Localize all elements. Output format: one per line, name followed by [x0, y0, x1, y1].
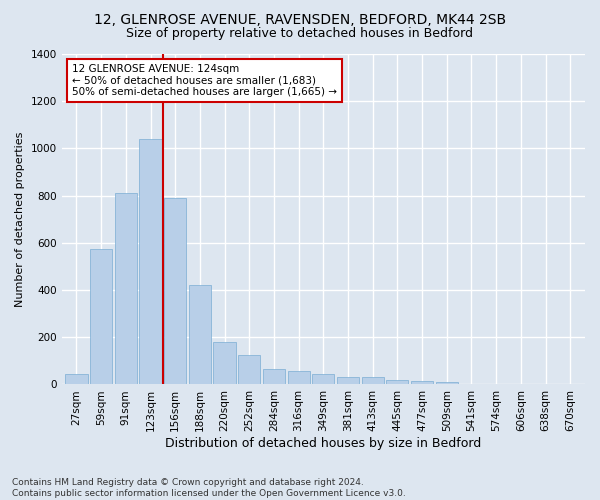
Text: 12 GLENROSE AVENUE: 124sqm
← 50% of detached houses are smaller (1,683)
50% of s: 12 GLENROSE AVENUE: 124sqm ← 50% of deta…: [72, 64, 337, 97]
Bar: [164, 198, 187, 384]
Bar: [386, 380, 409, 384]
Bar: [90, 248, 112, 384]
Y-axis label: Number of detached properties: Number of detached properties: [15, 132, 25, 307]
Bar: [139, 139, 161, 384]
Bar: [214, 342, 236, 384]
Bar: [362, 378, 384, 384]
Bar: [436, 382, 458, 384]
Bar: [411, 381, 433, 384]
Text: 12, GLENROSE AVENUE, RAVENSDEN, BEDFORD, MK44 2SB: 12, GLENROSE AVENUE, RAVENSDEN, BEDFORD,…: [94, 12, 506, 26]
Bar: [263, 369, 285, 384]
X-axis label: Distribution of detached houses by size in Bedford: Distribution of detached houses by size …: [165, 437, 481, 450]
Bar: [287, 372, 310, 384]
Bar: [337, 378, 359, 384]
Bar: [189, 286, 211, 384]
Bar: [115, 194, 137, 384]
Bar: [312, 374, 334, 384]
Text: Contains HM Land Registry data © Crown copyright and database right 2024.
Contai: Contains HM Land Registry data © Crown c…: [12, 478, 406, 498]
Text: Size of property relative to detached houses in Bedford: Size of property relative to detached ho…: [127, 28, 473, 40]
Bar: [65, 374, 88, 384]
Bar: [238, 355, 260, 384]
